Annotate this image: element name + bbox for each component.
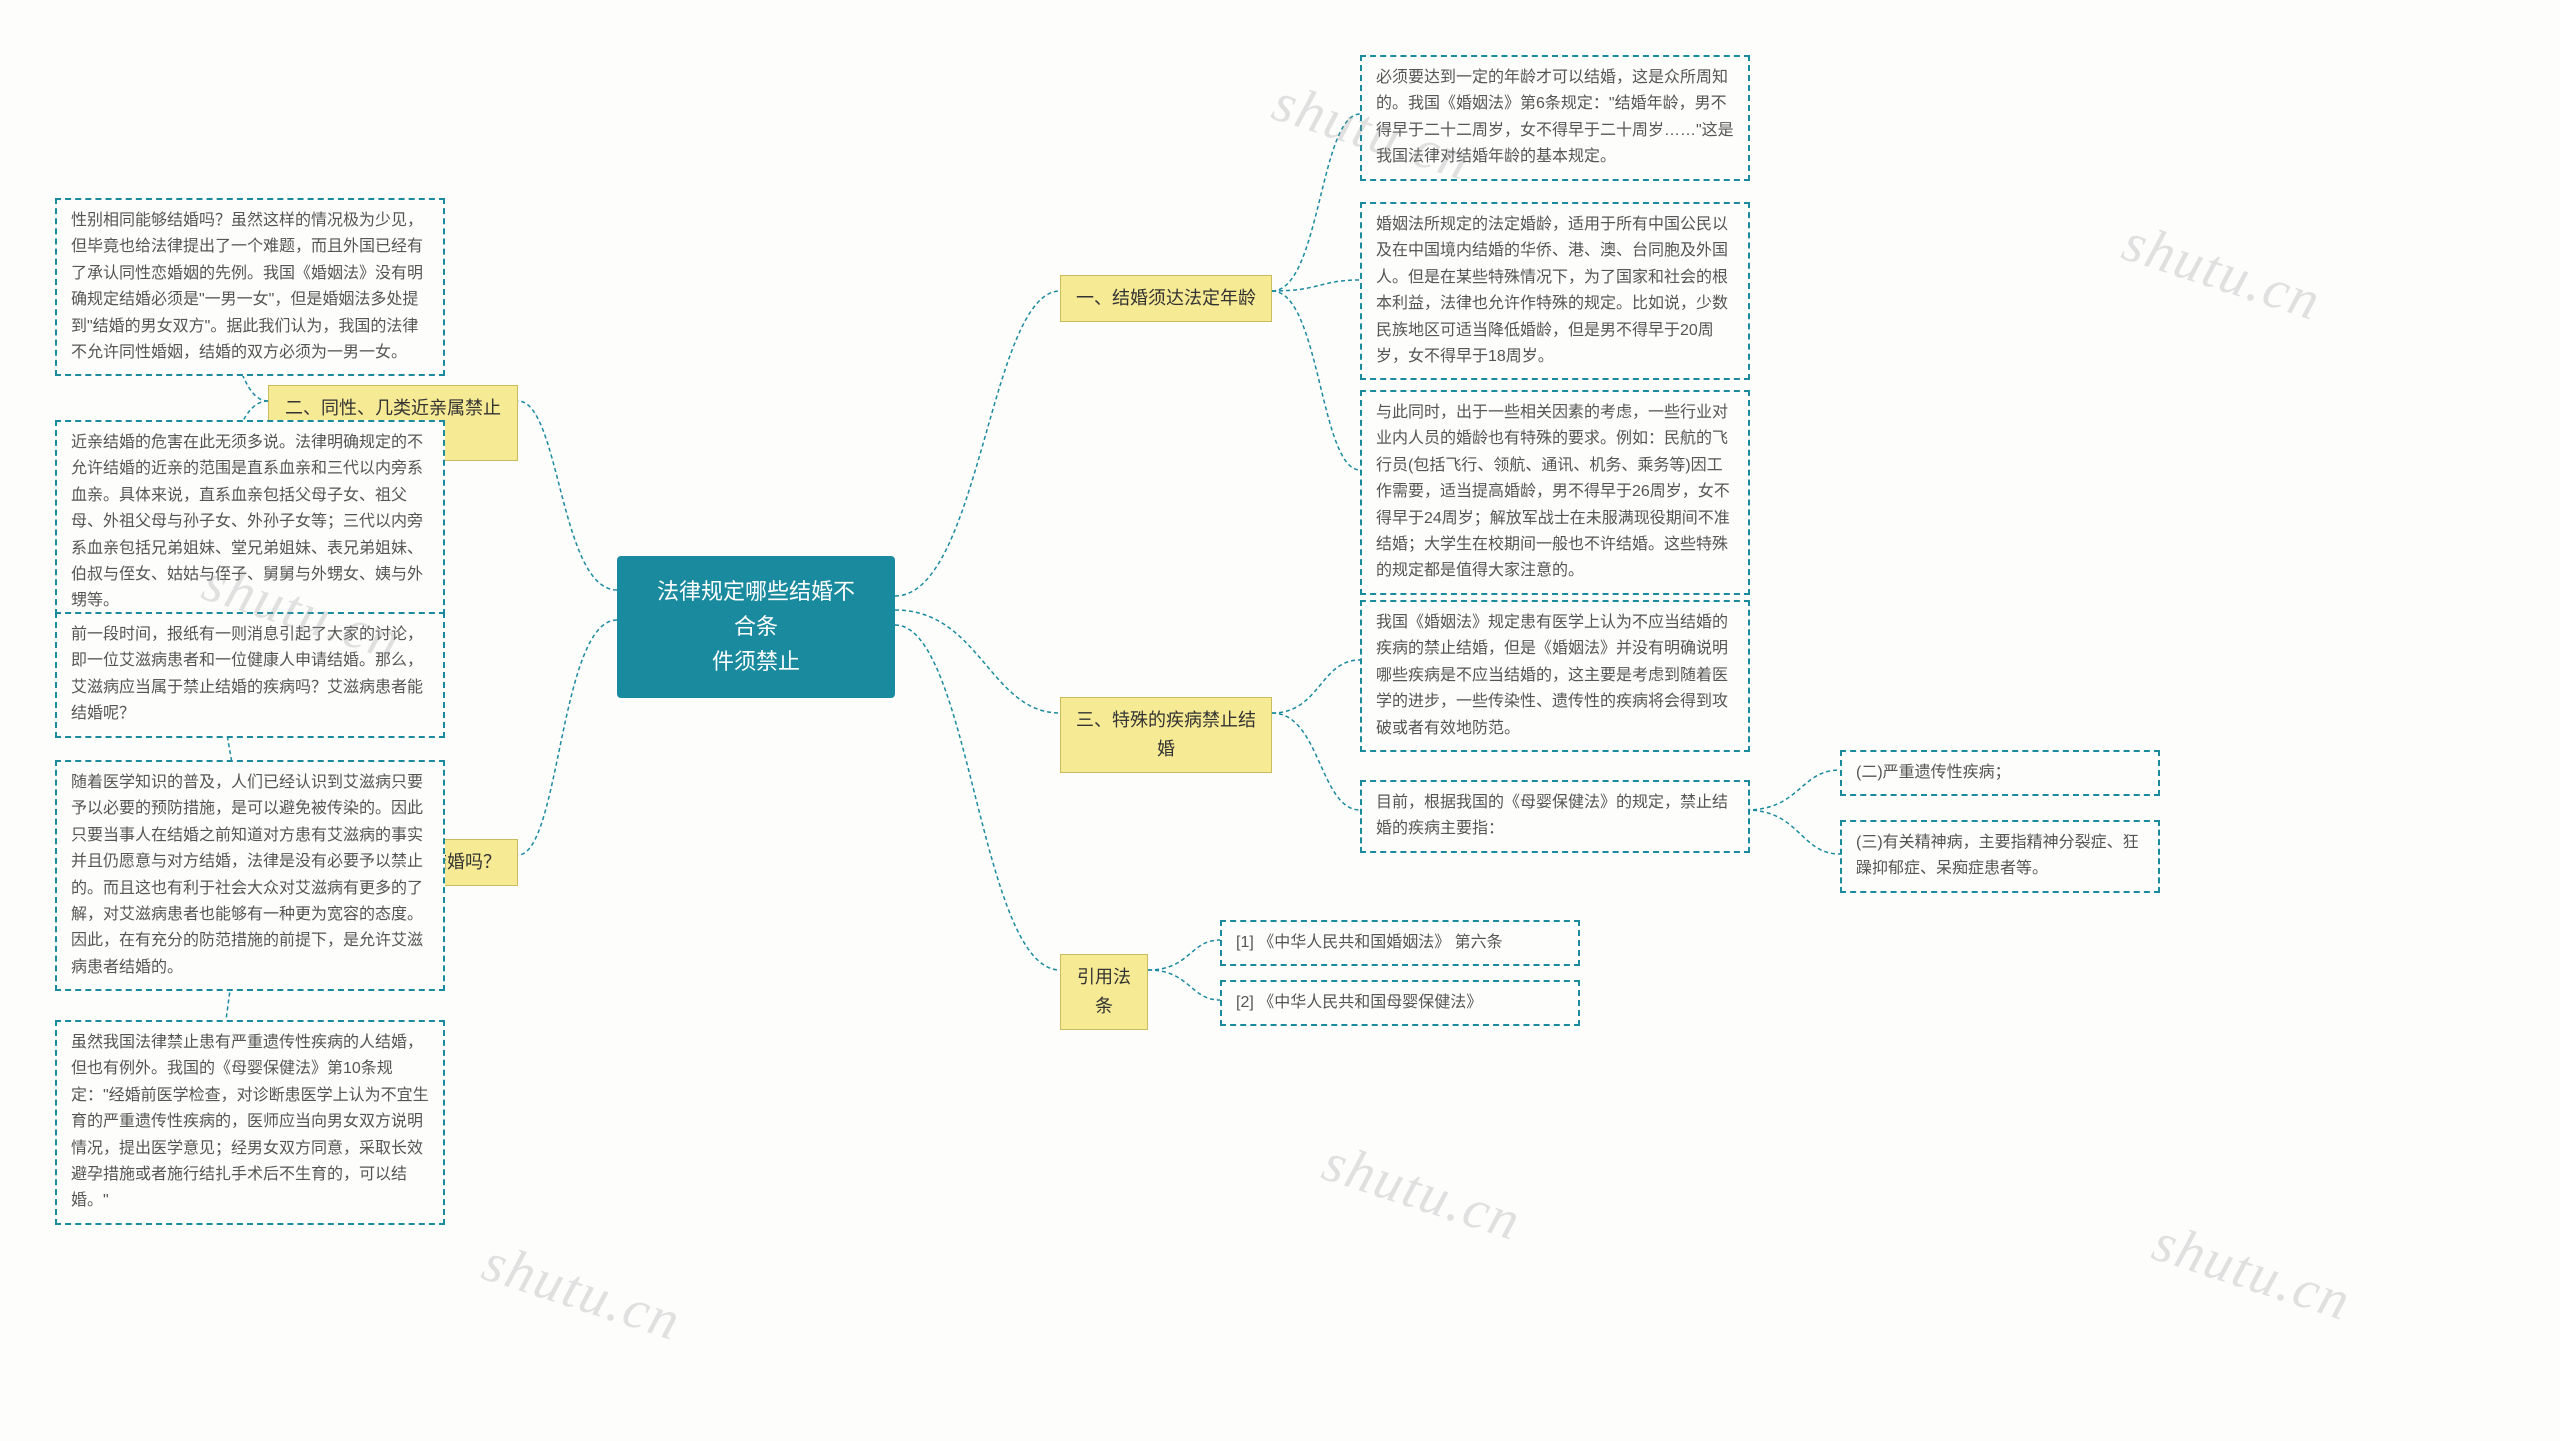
watermark: shutu.cn [2115, 210, 2329, 334]
detail-1a: 必须要达到一定的年龄才可以结婚，这是众所周知的。我国《婚姻法》第6条规定："结婚… [1360, 55, 1750, 181]
topic-3: 三、特殊的疾病禁止结婚 [1060, 697, 1272, 773]
watermark: shutu.cn [1315, 1130, 1529, 1254]
root-line1: 法律规定哪些结婚不合条 [647, 574, 865, 644]
topic-5: 引用法条 [1060, 954, 1148, 1030]
root-node: 法律规定哪些结婚不合条 件须禁止 [617, 556, 895, 698]
root-line2: 件须禁止 [647, 644, 865, 679]
detail-1c: 与此同时，出于一些相关因素的考虑，一些行业对业内人员的婚龄也有特殊的要求。例如：… [1360, 390, 1750, 595]
watermark: shutu.cn [2145, 1210, 2359, 1334]
detail-4a: 前一段时间，报纸有一则消息引起了大家的讨论，即一位艾滋病患者和一位健康人申请结婚… [55, 612, 445, 738]
detail-4c: 虽然我国法律禁止患有严重遗传性疾病的人结婚，但也有例外。我国的《母婴保健法》第1… [55, 1020, 445, 1225]
detail-5a: [1] 《中华人民共和国婚姻法》 第六条 [1220, 920, 1580, 966]
detail-4b: 随着医学知识的普及，人们已经认识到艾滋病只要予以必要的预防措施，是可以避免被传染… [55, 760, 445, 991]
detail-5b: [2] 《中华人民共和国母婴保健法》 [1220, 980, 1580, 1026]
detail-1b: 婚姻法所规定的法定婚龄，适用于所有中国公民以及在中国境内结婚的华侨、港、澳、台同… [1360, 202, 1750, 380]
detail-3b: 目前，根据我国的《母婴保健法》的规定，禁止结婚的疾病主要指： [1360, 780, 1750, 853]
detail-3a: 我国《婚姻法》规定患有医学上认为不应当结婚的疾病的禁止结婚，但是《婚姻法》并没有… [1360, 600, 1750, 752]
topic-1: 一、结婚须达法定年龄 [1060, 275, 1272, 322]
detail-3b2: (三)有关精神病，主要指精神分裂症、狂躁抑郁症、呆痴症患者等。 [1840, 820, 2160, 893]
detail-2b: 近亲结婚的危害在此无须多说。法律明确规定的不允许结婚的近亲的范围是直系血亲和三代… [55, 420, 445, 625]
detail-2a: 性别相同能够结婚吗？虽然这样的情况极为少见，但毕竟也给法律提出了一个难题，而且外… [55, 198, 445, 376]
detail-3b1: (二)严重遗传性疾病； [1840, 750, 2160, 796]
watermark: shutu.cn [475, 1230, 689, 1354]
